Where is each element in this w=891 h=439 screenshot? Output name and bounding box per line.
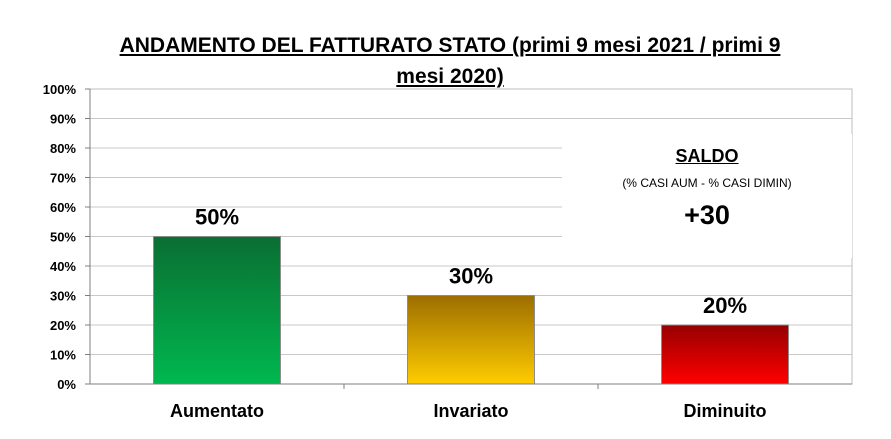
x-tick-label-invariato: Invariato (433, 401, 508, 421)
x-tick-label-aumentato: Aumentato (170, 401, 264, 421)
data-label-invariato: 30% (449, 264, 493, 289)
x-tick-label-diminuito: Diminuito (684, 401, 767, 421)
data-labels: 50% 30% 20% (195, 205, 747, 319)
data-label-aumentato: 50% (195, 205, 239, 230)
bar-aumentato (153, 236, 281, 385)
saldo-box: SALDO (% CASI AUM - % CASI DIMIN) +30 (562, 134, 852, 258)
y-tick-label: 50% (50, 230, 76, 245)
saldo-subtitle: (% CASI AUM - % CASI DIMIN) (622, 176, 792, 190)
y-tick-label: 90% (50, 112, 76, 127)
saldo-title: SALDO (675, 146, 739, 166)
bar-invariato (407, 295, 535, 385)
y-tick-label: 100% (43, 82, 77, 97)
bar-diminuito (661, 324, 789, 385)
y-tick-label: 30% (50, 289, 76, 304)
y-tick-label: 70% (50, 171, 76, 186)
y-tick-label: 20% (50, 318, 76, 333)
y-tick-label: 60% (50, 200, 76, 215)
bars (153, 236, 789, 385)
x-axis: Aumentato Invariato Diminuito (90, 383, 852, 421)
y-tick-label: 40% (50, 259, 76, 274)
chart-title: ANDAMENTO DEL FATTURATO STATO (primi 9 m… (119, 34, 781, 88)
y-axis: 0% 10% 20% 30% 40% 50% 60% 70% 80% 90% 100% (43, 82, 91, 392)
saldo-value: +30 (684, 200, 730, 230)
data-label-diminuito: 20% (703, 293, 747, 318)
y-tick-label: 0% (57, 377, 76, 392)
y-tick-label: 10% (50, 348, 76, 363)
y-tick-label: 80% (50, 141, 76, 156)
